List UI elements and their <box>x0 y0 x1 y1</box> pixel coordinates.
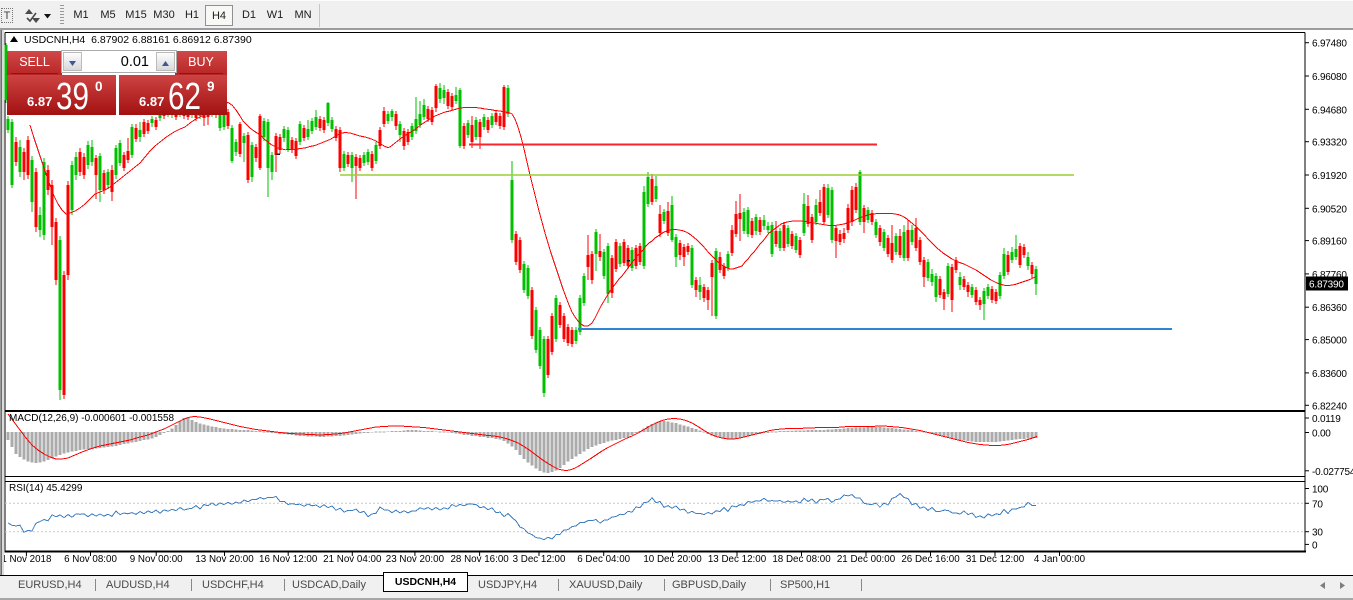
svg-text:70: 70 <box>1312 499 1323 510</box>
svg-text:13 Dec 12:00: 13 Dec 12:00 <box>708 554 767 565</box>
svg-text:USDCNH,H4 6.87902 6.88161 6.8: USDCNH,H4 6.87902 6.88161 6.86912 6.8739… <box>24 34 252 46</box>
svg-text:6.85000: 6.85000 <box>1312 336 1347 347</box>
svg-text:23 Nov 20:00: 23 Nov 20:00 <box>386 554 445 565</box>
svg-text:6.82240: 6.82240 <box>1312 401 1347 412</box>
svg-text:6.96080: 6.96080 <box>1312 72 1347 83</box>
svg-text:6.94680: 6.94680 <box>1312 105 1347 116</box>
svg-text:0: 0 <box>1312 540 1318 551</box>
svg-text:6 Dec 04:00: 6 Dec 04:00 <box>577 554 630 565</box>
svg-text:9 Nov 00:00: 9 Nov 00:00 <box>130 554 183 565</box>
svg-text:100: 100 <box>1312 485 1329 496</box>
svg-text:6.97480: 6.97480 <box>1312 39 1347 50</box>
svg-text:6.90520: 6.90520 <box>1312 204 1347 215</box>
svg-text:4 Jan 00:00: 4 Jan 00:00 <box>1034 554 1086 565</box>
svg-text:30: 30 <box>1312 528 1323 539</box>
svg-text:1 Nov 2018: 1 Nov 2018 <box>1 554 52 565</box>
svg-text:13 Nov 20:00: 13 Nov 20:00 <box>195 554 254 565</box>
svg-text:6 Nov 08:00: 6 Nov 08:00 <box>64 554 117 565</box>
svg-text:21 Dec 00:00: 21 Dec 00:00 <box>837 554 896 565</box>
svg-text:16 Nov 12:00: 16 Nov 12:00 <box>259 554 318 565</box>
svg-text:6.91920: 6.91920 <box>1312 171 1347 182</box>
svg-text:6.86360: 6.86360 <box>1312 303 1347 314</box>
svg-text:6.83600: 6.83600 <box>1312 369 1347 380</box>
svg-text:3 Dec 12:00: 3 Dec 12:00 <box>513 554 566 565</box>
svg-text:RSI(14) 45.4299: RSI(14) 45.4299 <box>9 483 83 494</box>
svg-text:28 Nov 16:00: 28 Nov 16:00 <box>450 554 509 565</box>
svg-text:26 Dec 16:00: 26 Dec 16:00 <box>901 554 960 565</box>
svg-text:31 Dec 12:00: 31 Dec 12:00 <box>966 554 1025 565</box>
svg-text:6.89160: 6.89160 <box>1312 237 1347 248</box>
svg-text:6.87390: 6.87390 <box>1309 280 1344 291</box>
svg-text:18 Dec 08:00: 18 Dec 08:00 <box>772 554 831 565</box>
svg-text:-0.027754: -0.027754 <box>1312 467 1353 478</box>
svg-text:6.87760: 6.87760 <box>1312 270 1347 281</box>
svg-text:6.93320: 6.93320 <box>1312 138 1347 149</box>
svg-text:21 Nov 04:00: 21 Nov 04:00 <box>323 554 382 565</box>
svg-text:MACD(12,26,9) -0.000601 -0.001: MACD(12,26,9) -0.000601 -0.001558 <box>9 413 175 424</box>
svg-text:0.0119: 0.0119 <box>1312 414 1341 425</box>
svg-text:10 Dec 20:00: 10 Dec 20:00 <box>643 554 702 565</box>
svg-text:0.00: 0.00 <box>1312 429 1331 440</box>
